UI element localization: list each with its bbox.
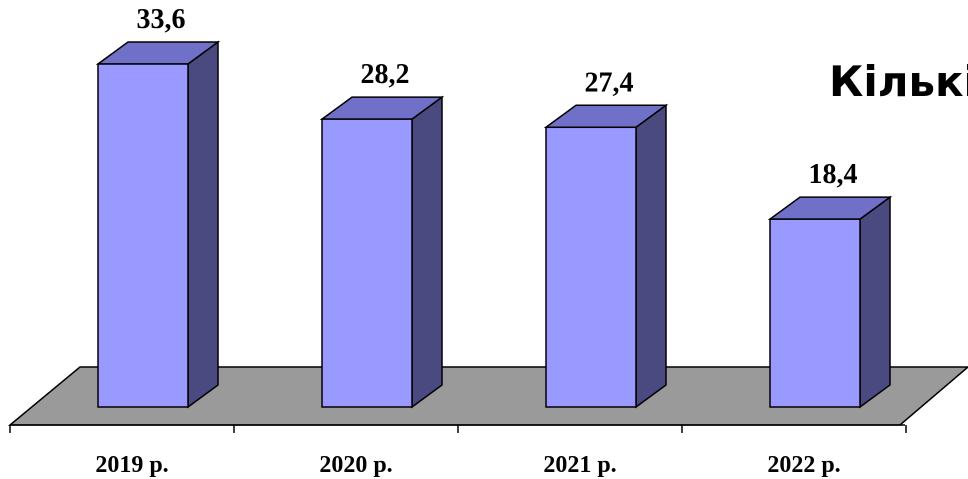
bars-group: 33,6 28,2 27,4 18,4 [95,4,893,409]
bar [95,40,221,409]
bar-front-face [321,118,413,408]
category-label: 2022 р. [767,452,840,478]
bar-front-face [769,218,861,408]
bar [319,95,445,409]
category-labels: 2019 р. 2020 р. 2021 р. 2022 р. [95,452,840,478]
bar-side-face [187,40,219,409]
value-label: 18,4 [809,159,858,190]
value-label: 27,4 [585,67,634,98]
category-label: 2019 р. [95,452,168,478]
bar-side-face [635,103,667,409]
bar [543,103,669,409]
bar-front-face [545,126,637,408]
bar [767,195,893,409]
chart-title: Кількі [829,57,968,106]
bar-front-face [97,63,189,408]
category-label: 2020 р. [319,452,392,478]
x-axis-ticks [9,425,907,433]
bar-side-face [859,195,891,409]
value-label: 33,6 [137,4,186,35]
bar-side-face [411,95,443,409]
category-label: 2021 р. [543,452,616,478]
value-label: 28,2 [361,59,410,90]
